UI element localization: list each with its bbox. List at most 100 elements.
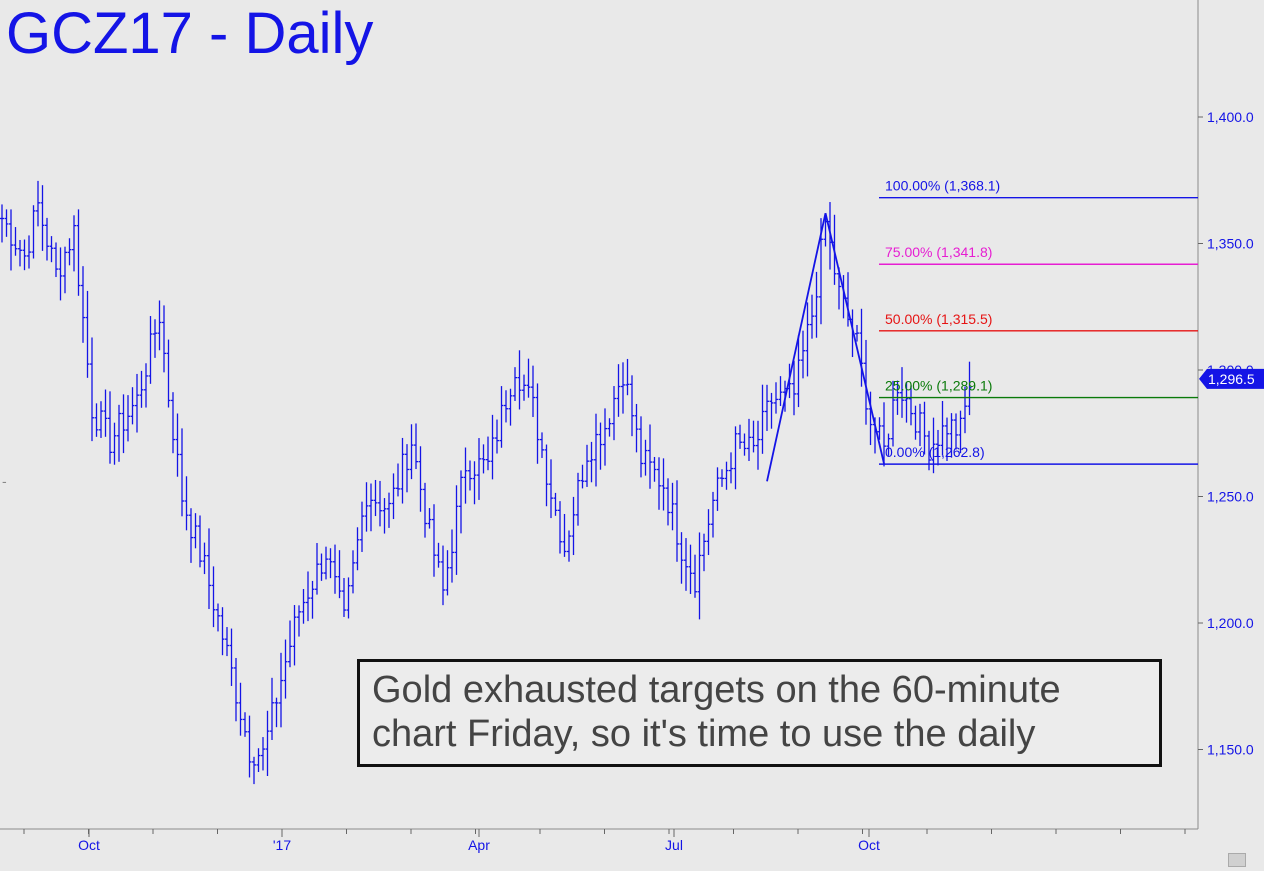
- chart-frame: -: [0, 0, 1199, 830]
- price-bar: [171, 392, 175, 454]
- fib-level-label: 25.00% (1,289.1): [885, 378, 992, 394]
- price-bar: [715, 467, 720, 511]
- price-bar: [337, 550, 342, 599]
- price-bar: [504, 390, 508, 423]
- price-bar: [936, 429, 940, 466]
- price-bar: [391, 473, 396, 520]
- price-bar: [13, 227, 18, 256]
- price-bar: [373, 479, 378, 517]
- price-bar: [112, 422, 117, 465]
- price-bar: [630, 375, 634, 437]
- price-bar: [706, 509, 711, 556]
- scroll-handle[interactable]: [1228, 853, 1246, 867]
- price-bar: [4, 209, 9, 237]
- pattern-leg: [824, 212, 885, 464]
- fib-level: 0.00% (1,262.8): [879, 444, 1198, 465]
- price-bar: [256, 748, 261, 772]
- price-bar: [675, 480, 679, 562]
- price-bar: [643, 439, 648, 476]
- price-bar: [616, 364, 621, 417]
- price-bar: [351, 550, 355, 594]
- price-bar: [589, 441, 594, 483]
- price-bar: [918, 403, 922, 447]
- price-bar: [117, 404, 121, 462]
- price-bar: [108, 391, 112, 464]
- price-bar: [900, 367, 904, 418]
- x-tick-label: Oct: [78, 837, 100, 853]
- fibonacci-levels: 100.00% (1,368.1) 75.00% (1,341.8) 50.00% …: [879, 178, 1198, 465]
- price-bar: [603, 408, 607, 466]
- price-bar: [769, 392, 774, 429]
- price-bar: [468, 460, 472, 491]
- y-tick-label: 1,250.0: [1207, 489, 1254, 505]
- price-bar: [729, 452, 733, 484]
- price-bar: [814, 271, 819, 338]
- fib-level-label: 100.00% (1,368.1): [885, 178, 1000, 194]
- price-bar: [36, 180, 40, 227]
- x-tick-label: Jul: [665, 837, 683, 853]
- price-bar: [621, 362, 625, 414]
- price-bar: [499, 386, 504, 448]
- price-bar: [418, 446, 423, 512]
- price-bar: [949, 413, 954, 458]
- price-bar: [45, 217, 49, 261]
- price-bar: [508, 388, 513, 426]
- price-bar: [558, 501, 562, 554]
- price-bar: [202, 542, 207, 575]
- price-bar: [400, 437, 405, 504]
- price-bar: [454, 485, 459, 575]
- price-bar: [414, 423, 418, 470]
- price-bar: [441, 545, 445, 606]
- price-bar: [270, 677, 274, 740]
- chart-title: GCZ17 - Daily: [6, 1, 374, 66]
- fib-level-label: 50.00% (1,315.5): [885, 311, 992, 327]
- price-bar: [702, 533, 706, 572]
- price-bar: [216, 603, 220, 632]
- price-bar: [661, 458, 666, 511]
- price-bar: [450, 529, 454, 583]
- price-bar: [693, 554, 697, 598]
- price-bar: [855, 324, 859, 342]
- annotation-box: Gold exhausted targets on the 60-minute …: [357, 659, 1162, 767]
- price-bar: [625, 358, 630, 396]
- price-bar: [63, 246, 67, 294]
- price-bar: [666, 478, 670, 526]
- price-bar: [612, 386, 616, 441]
- price-bar: [0, 204, 4, 243]
- price-bar: [90, 337, 94, 442]
- price-bar: [571, 496, 576, 556]
- price-bar: [522, 374, 526, 401]
- price-bar: [864, 339, 868, 425]
- price-bar: [607, 418, 612, 437]
- price-bar: [184, 476, 189, 531]
- price-bar: [27, 235, 31, 269]
- price-bar: [67, 238, 72, 266]
- price-bar: [904, 381, 909, 423]
- time-axis: Oct '17 Apr Jul Oct: [23, 829, 1186, 853]
- price-bar: [405, 444, 409, 493]
- price-bar: [751, 420, 756, 453]
- price-bar: [490, 414, 495, 480]
- price-bar: [76, 209, 81, 296]
- price-bar: [139, 370, 144, 408]
- price-bar: [756, 420, 760, 470]
- price-bar: [472, 461, 477, 505]
- price-bar: [886, 433, 891, 456]
- price-bar: [328, 548, 333, 579]
- price-bar: [292, 605, 297, 666]
- price-bar: [225, 627, 229, 657]
- price-bar: [459, 470, 463, 534]
- price-bar: [18, 239, 22, 267]
- price-bar: [346, 577, 351, 619]
- price-bar: [297, 605, 301, 637]
- price-bar: [945, 417, 949, 461]
- price-bar: [567, 530, 571, 562]
- annotation-line-1: Gold exhausted targets on the 60-minute: [372, 669, 1061, 711]
- price-bar: [130, 387, 135, 425]
- price-bar: [562, 513, 567, 557]
- price-bar: [909, 385, 913, 426]
- price-bar: [805, 302, 810, 377]
- price-bar: [72, 215, 76, 272]
- price-bar: [481, 444, 486, 474]
- price-bar: [288, 620, 292, 668]
